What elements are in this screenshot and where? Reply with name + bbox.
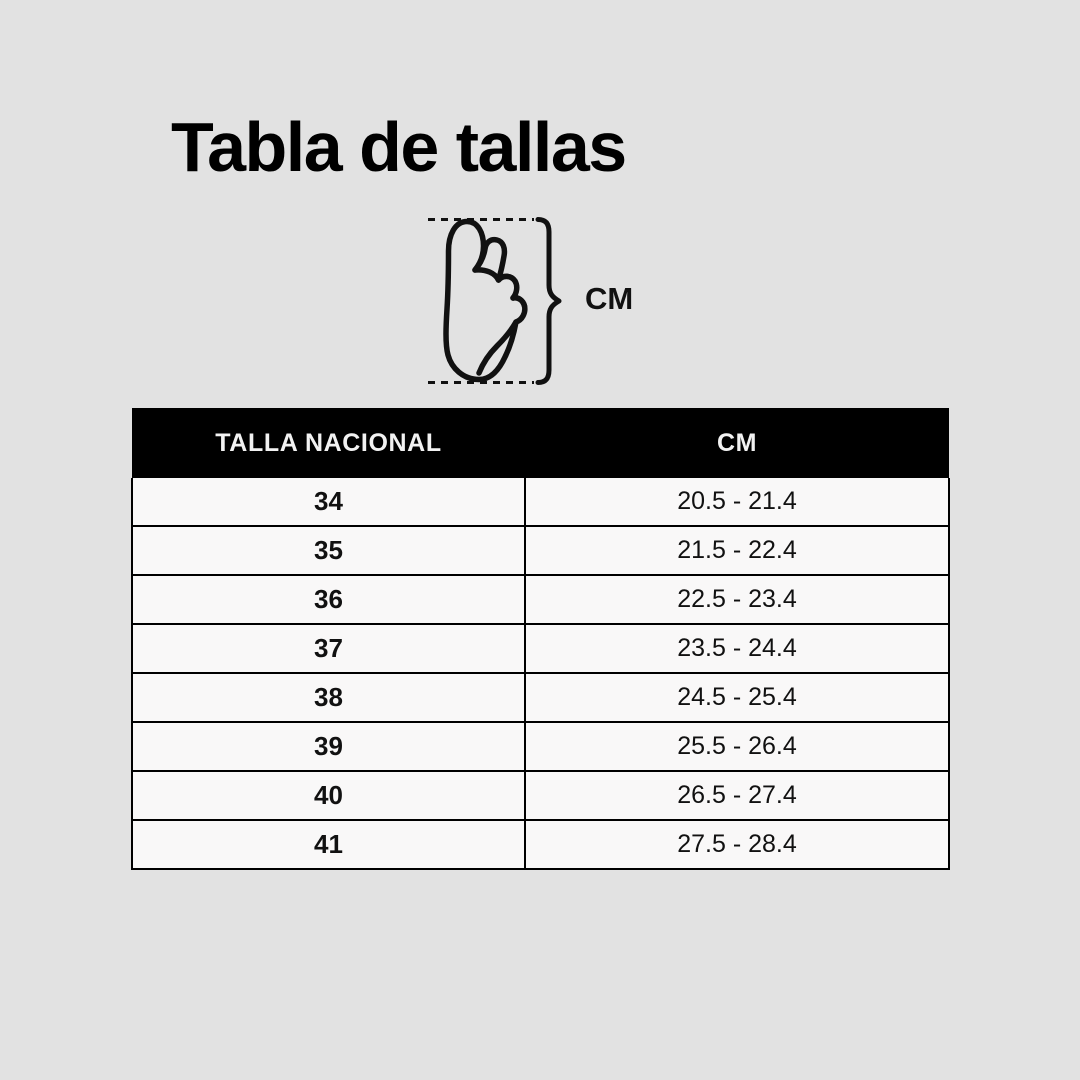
table-row: 35 21.5 - 22.4 bbox=[131, 526, 950, 576]
table-row: 36 22.5 - 23.4 bbox=[131, 575, 950, 625]
curly-brace bbox=[535, 217, 562, 385]
cell-size: 36 bbox=[131, 575, 526, 625]
table-header: TALLA NACIONAL CM bbox=[132, 408, 949, 478]
size-chart-table: TALLA NACIONAL CM 34 20.5 - 21.4 35 21.5… bbox=[131, 408, 950, 870]
table-header-row: TALLA NACIONAL CM bbox=[132, 408, 949, 478]
cell-size: 41 bbox=[131, 820, 526, 870]
cell-cm: 21.5 - 22.4 bbox=[525, 526, 950, 576]
table-row: 40 26.5 - 27.4 bbox=[131, 771, 950, 821]
footprint-outline-icon bbox=[443, 218, 528, 383]
cell-cm: 24.5 - 25.4 bbox=[525, 673, 950, 723]
cm-brace-label: CM bbox=[585, 281, 634, 316]
foot-measurement-diagram: CM bbox=[415, 205, 665, 400]
cell-size: 35 bbox=[131, 526, 526, 576]
cell-cm: 20.5 - 21.4 bbox=[525, 478, 950, 527]
cell-size: 34 bbox=[131, 478, 526, 527]
table-row: 34 20.5 - 21.4 bbox=[131, 478, 950, 527]
column-header-cm: CM bbox=[525, 408, 949, 478]
cell-size: 38 bbox=[131, 673, 526, 723]
table-body: 34 20.5 - 21.4 35 21.5 - 22.4 36 22.5 - … bbox=[131, 478, 950, 870]
cell-cm: 22.5 - 23.4 bbox=[525, 575, 950, 625]
cell-size: 37 bbox=[131, 624, 526, 674]
table-row: 38 24.5 - 25.4 bbox=[131, 673, 950, 723]
column-header-talla-nacional: TALLA NACIONAL bbox=[132, 408, 525, 478]
table-row: 37 23.5 - 24.4 bbox=[131, 624, 950, 674]
page-title: Tabla de tallas bbox=[171, 108, 627, 186]
cell-cm: 23.5 - 24.4 bbox=[525, 624, 950, 674]
foot-diagram-svg bbox=[428, 217, 562, 385]
table-row: 41 27.5 - 28.4 bbox=[131, 820, 950, 870]
table-row: 39 25.5 - 26.4 bbox=[131, 722, 950, 772]
cell-cm: 25.5 - 26.4 bbox=[525, 722, 950, 772]
cell-cm: 27.5 - 28.4 bbox=[525, 820, 950, 870]
cell-size: 40 bbox=[131, 771, 526, 821]
cell-size: 39 bbox=[131, 722, 526, 772]
cell-cm: 26.5 - 27.4 bbox=[525, 771, 950, 821]
